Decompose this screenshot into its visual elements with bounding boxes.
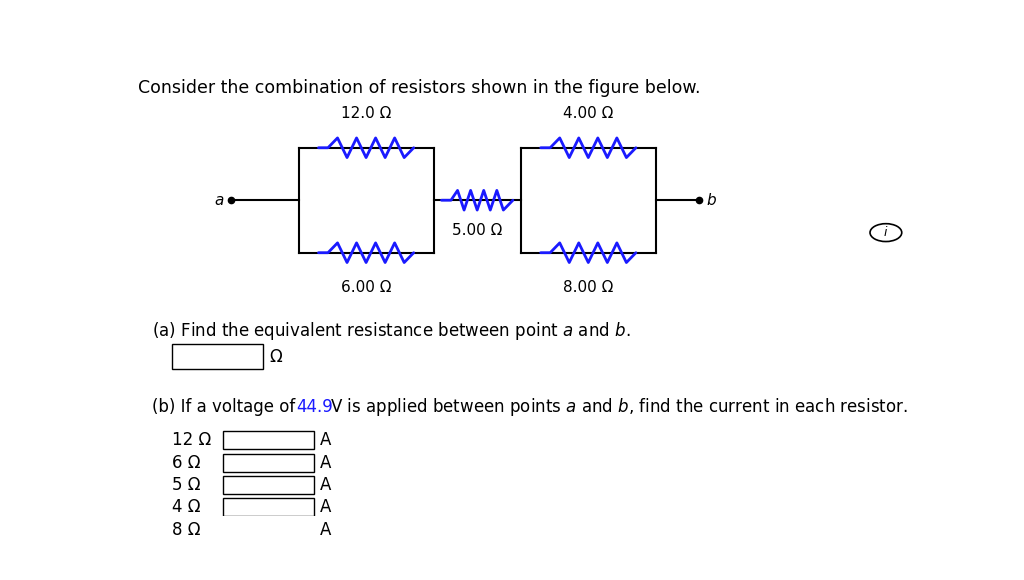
Text: A: A xyxy=(321,498,332,516)
Text: Consider the combination of resistors shown in the figure below.: Consider the combination of resistors sh… xyxy=(137,79,700,97)
Text: 6.00 Ω: 6.00 Ω xyxy=(341,280,391,295)
Text: Ω: Ω xyxy=(269,347,282,365)
Text: $b$: $b$ xyxy=(706,192,717,208)
Text: 8 Ω: 8 Ω xyxy=(172,521,200,539)
Text: (b) If a voltage of: (b) If a voltage of xyxy=(152,398,300,416)
Text: 12.0 Ω: 12.0 Ω xyxy=(341,106,391,121)
FancyBboxPatch shape xyxy=(223,432,314,449)
FancyBboxPatch shape xyxy=(172,345,263,369)
Text: $a$: $a$ xyxy=(214,193,225,208)
FancyBboxPatch shape xyxy=(223,454,314,472)
Text: A: A xyxy=(321,476,332,494)
Text: $i$: $i$ xyxy=(883,225,889,239)
Text: A: A xyxy=(321,521,332,539)
Text: V is applied between points $a$ and $b$, find the current in each resistor.: V is applied between points $a$ and $b$,… xyxy=(325,396,907,418)
Text: (a) Find the equivalent resistance between point $a$ and $b$.: (a) Find the equivalent resistance betwe… xyxy=(152,320,631,342)
Text: A: A xyxy=(321,454,332,472)
Text: 5.00 Ω: 5.00 Ω xyxy=(452,223,503,238)
Text: A: A xyxy=(321,432,332,450)
Text: 8.00 Ω: 8.00 Ω xyxy=(563,280,613,295)
Text: 4.00 Ω: 4.00 Ω xyxy=(563,106,613,121)
Text: 5 Ω: 5 Ω xyxy=(172,476,200,494)
Text: 6 Ω: 6 Ω xyxy=(172,454,200,472)
Text: 12 Ω: 12 Ω xyxy=(172,432,211,450)
Text: 44.9: 44.9 xyxy=(296,398,333,416)
FancyBboxPatch shape xyxy=(223,476,314,494)
FancyBboxPatch shape xyxy=(223,498,314,516)
FancyBboxPatch shape xyxy=(223,521,314,538)
Text: 4 Ω: 4 Ω xyxy=(172,498,200,516)
